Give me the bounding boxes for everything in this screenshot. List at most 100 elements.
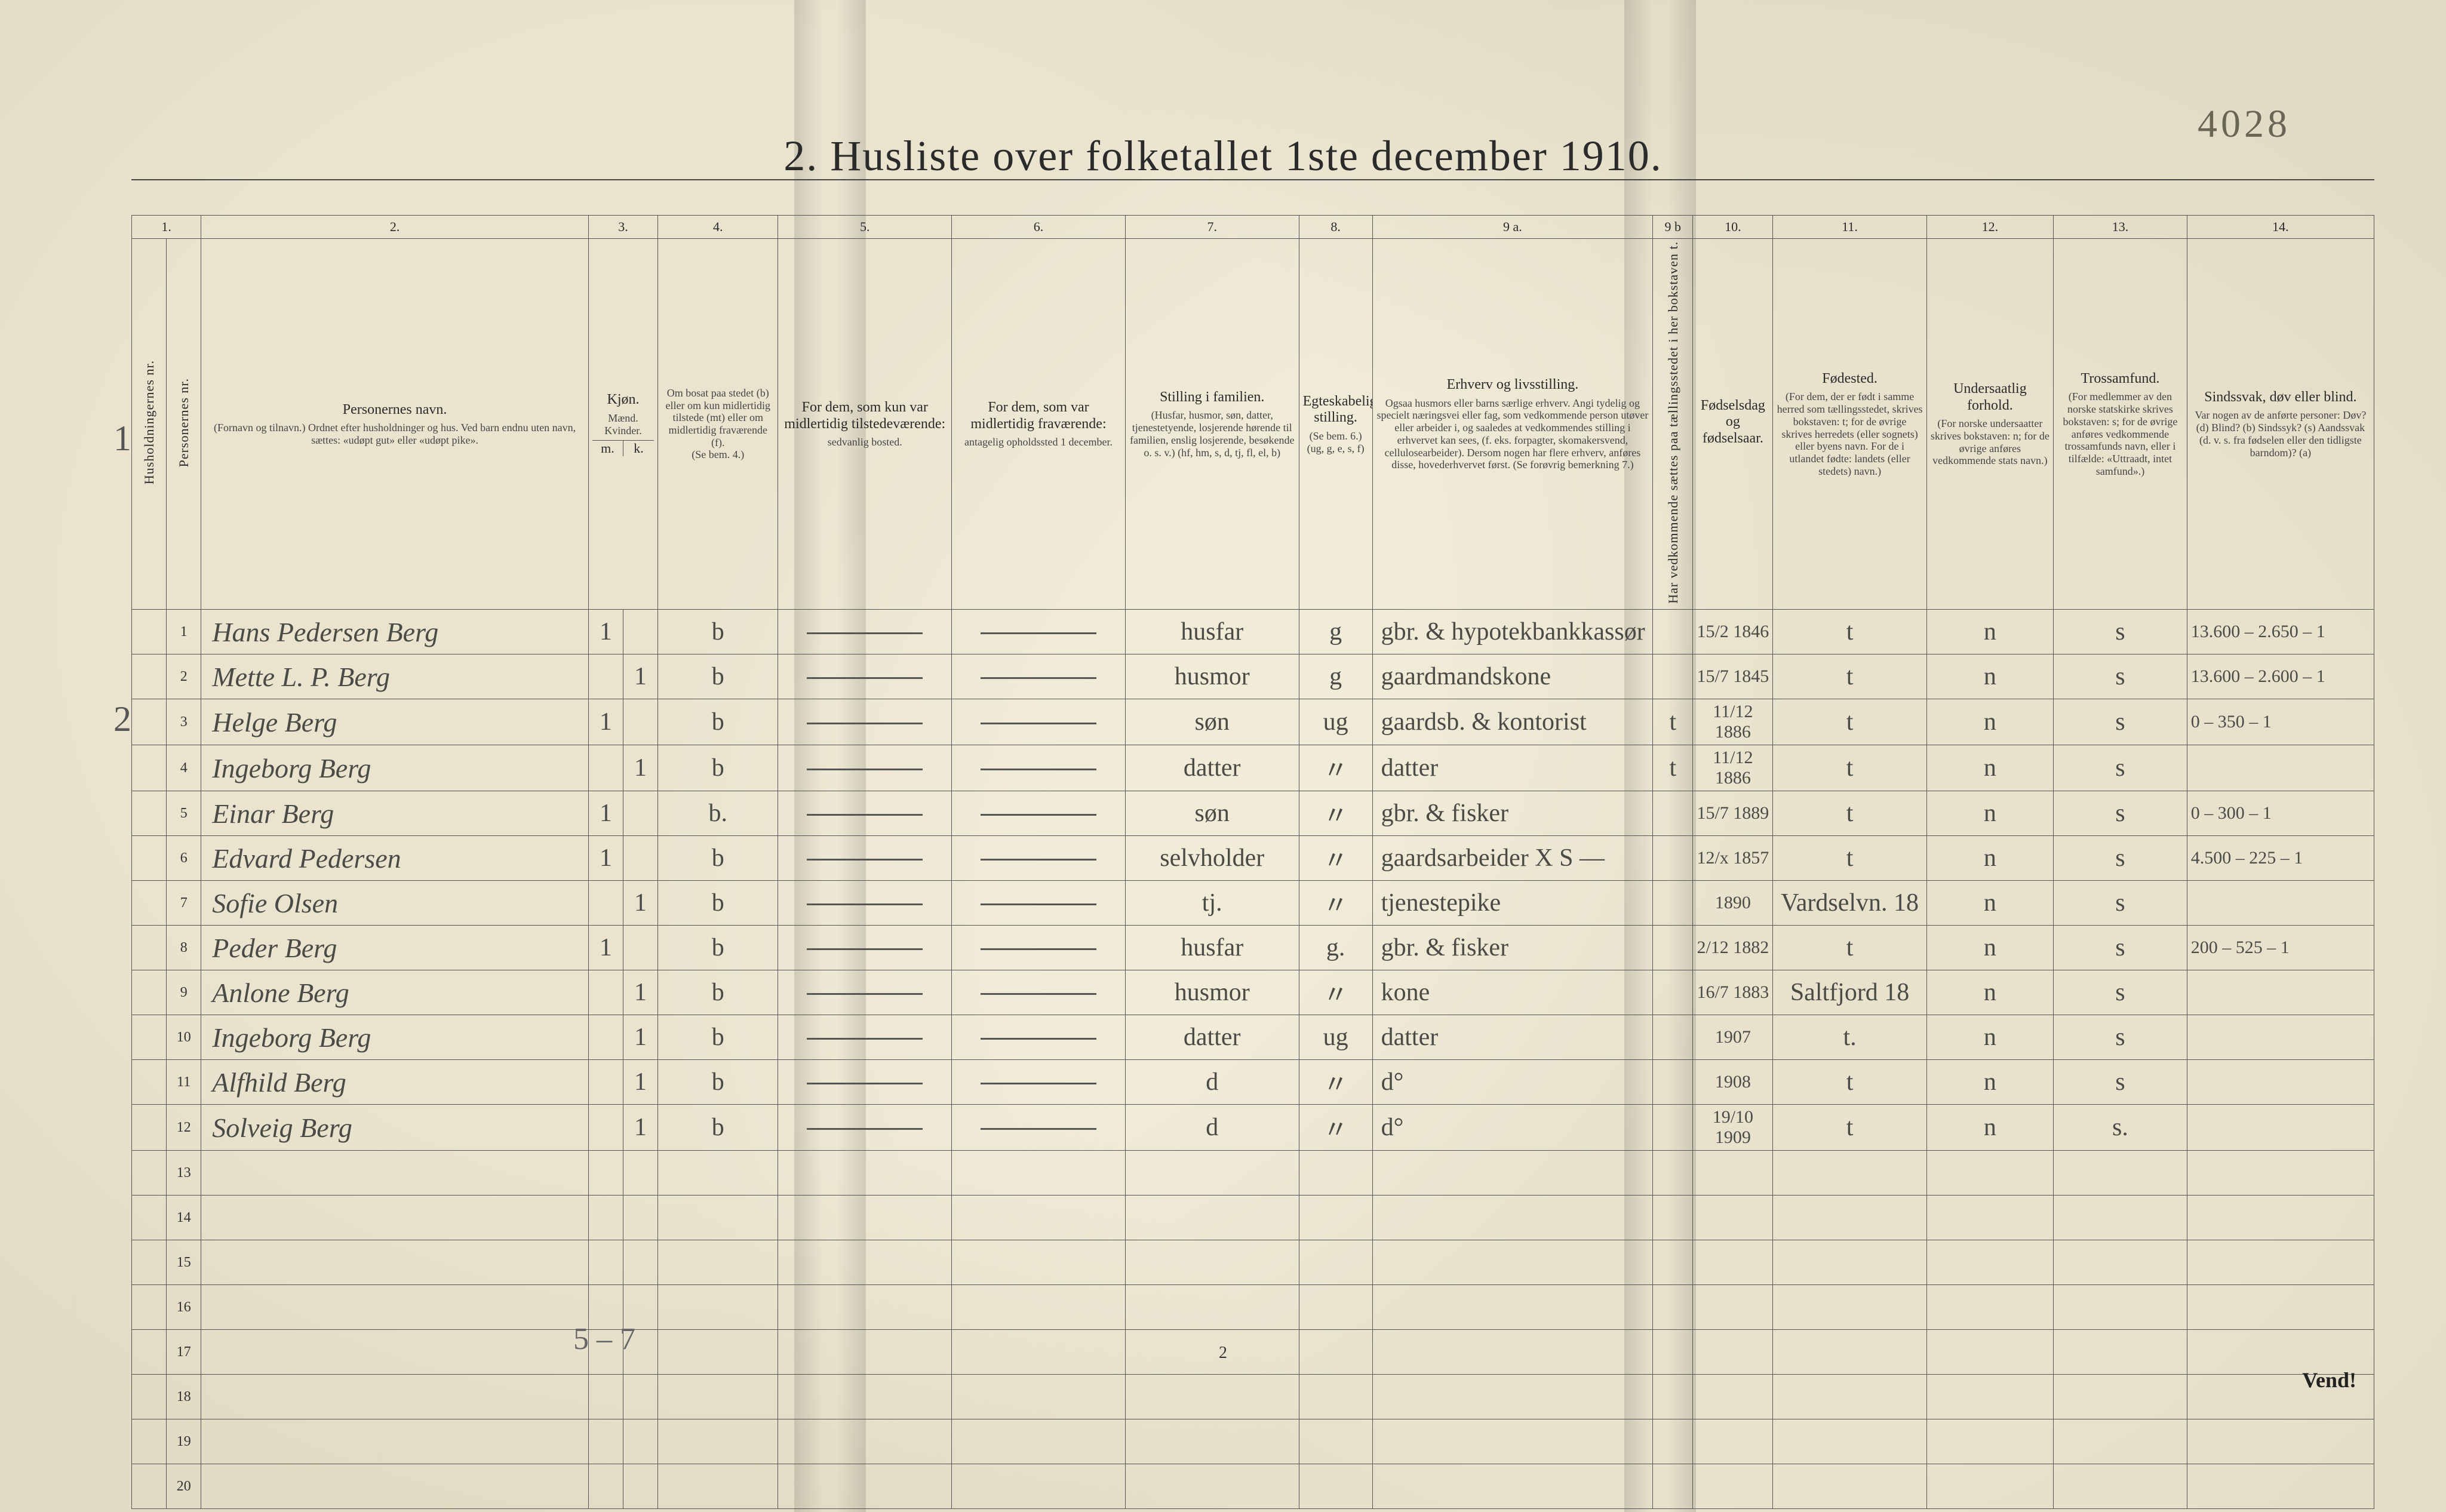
table-row-blank: 17: [132, 1330, 2374, 1375]
cell-blank: 19: [167, 1419, 201, 1464]
data-sheet: 1. 2. 3. 4. 5. 6. 7. 8. 9 a. 9 b 10. 11.…: [131, 215, 2374, 1333]
cell-person-no: 8: [167, 926, 201, 970]
cell-blank: [201, 1330, 589, 1375]
cell-blank: [201, 1240, 589, 1285]
cell-name: Solveig Berg: [201, 1105, 589, 1151]
cell-blank: [623, 1464, 657, 1509]
cell-marital: 〃: [1299, 836, 1372, 881]
cell-birth: 11/12 1886: [1693, 699, 1773, 745]
cell-9b: [1653, 836, 1693, 881]
cell-birth: 15/2 1846: [1693, 610, 1773, 654]
cell-name: Helge Berg: [201, 699, 589, 745]
cell-blank: [1653, 1196, 1693, 1240]
cell-birthplace: t: [1773, 836, 1926, 881]
cell-religion: s: [2054, 836, 2187, 881]
cell-name: Sofie Olsen: [201, 881, 589, 926]
cell-religion: s: [2054, 610, 2187, 654]
cell-blank: [1299, 1240, 1372, 1285]
cell-birth: 2/12 1882: [1693, 926, 1773, 970]
page-title: 2. Husliste over folketallet 1ste decemb…: [0, 131, 2446, 181]
cell-blank: [1653, 1419, 1693, 1464]
cell-person-no: 4: [167, 745, 201, 791]
hdr-citizenship: Undersaatlig forhold. (For norske unders…: [1926, 239, 2053, 610]
cell-citizenship: n: [1926, 970, 2053, 1015]
cell-name: Peder Berg: [201, 926, 589, 970]
cell-blank: [2054, 1285, 2187, 1330]
table-row: 9Anlone Berg1bhusmor〃kone16/7 1883Saltfj…: [132, 970, 2374, 1015]
cell-religion: s: [2054, 1015, 2187, 1060]
cell-occupation: kone: [1372, 970, 1653, 1015]
cell-religion: s.: [2054, 1105, 2187, 1151]
cell-temp-absent: [952, 926, 1126, 970]
table-row: 4Ingeborg Berg1bdatter〃dattert11/12 1886…: [132, 745, 2374, 791]
cell-blank: [952, 1330, 1126, 1375]
cell-blank: [588, 1196, 623, 1240]
cell-9b: [1653, 1060, 1693, 1105]
table-row-blank: 18: [132, 1375, 2374, 1419]
cell-blank: [2054, 1375, 2187, 1419]
cell-household-no: [132, 1105, 167, 1151]
household-mark: 2: [113, 699, 131, 740]
hdr-marital: Egteskabelig stilling. (Se bem. 6.) (ug,…: [1299, 239, 1372, 610]
cell-religion: s: [2054, 791, 2187, 836]
cell-blank: [1372, 1151, 1653, 1196]
cell-blank: [1299, 1419, 1372, 1464]
cell-occupation: gbr. & hypotekbankkassør: [1372, 610, 1653, 654]
cell-blank: [1773, 1464, 1926, 1509]
table-row: 6Edvard Pedersen1bselvholder〃gaardsarbei…: [132, 836, 2374, 881]
cell-birth: 1908: [1693, 1060, 1773, 1105]
cell-blank: 15: [167, 1240, 201, 1285]
cell-citizenship: n: [1926, 791, 2053, 836]
cell-marital: 〃: [1299, 970, 1372, 1015]
cell-blank: [1299, 1196, 1372, 1240]
cell-occupation: gaardsb. & kontorist: [1372, 699, 1653, 745]
cell-temp-absent: [952, 1060, 1126, 1105]
hdr-person-no: Personernes nr.: [167, 239, 201, 610]
cell-temp-absent: [952, 836, 1126, 881]
cell-household-no: [132, 699, 167, 745]
cell-name: Hans Pedersen Berg: [201, 610, 589, 654]
cell-citizenship: n: [1926, 881, 2053, 926]
cell-household-no: [132, 791, 167, 836]
cell-blank: [1773, 1240, 1926, 1285]
cell-blank: [1693, 1196, 1773, 1240]
colnum-4: 4.: [658, 216, 778, 239]
cell-religion: s: [2054, 654, 2187, 699]
cell-blank: [201, 1196, 589, 1240]
cell-9b: t: [1653, 745, 1693, 791]
cell-citizenship: n: [1926, 745, 2053, 791]
cell-temp-absent: [952, 881, 1126, 926]
cell-birth: 1890: [1693, 881, 1773, 926]
cell-occupation: gbr. & fisker: [1372, 926, 1653, 970]
cell-person-no: 1: [167, 610, 201, 654]
cell-sex-m: [588, 745, 623, 791]
cell-blank: [2187, 1464, 2374, 1509]
cell-blank: [132, 1240, 167, 1285]
cell-family-pos: søn: [1125, 699, 1299, 745]
cell-family-pos: selvholder: [1125, 836, 1299, 881]
cell-blank: [1299, 1330, 1372, 1375]
cell-temp-absent: [952, 610, 1126, 654]
colnum-14: 14.: [2187, 216, 2374, 239]
cell-blank: [1693, 1151, 1773, 1196]
cell-blank: [201, 1285, 589, 1330]
cell-person-no: 12: [167, 1105, 201, 1151]
cell-marital: ug: [1299, 699, 1372, 745]
cell-blank: [2187, 1240, 2374, 1285]
colnum-9a: 9 a.: [1372, 216, 1653, 239]
cell-blank: [201, 1419, 589, 1464]
cell-blank: [1773, 1330, 1926, 1375]
cell-blank: [952, 1196, 1126, 1240]
cell-residence: b: [658, 1060, 778, 1105]
cell-9b: [1653, 881, 1693, 926]
cell-blank: [1773, 1285, 1926, 1330]
cell-blank: [1693, 1419, 1773, 1464]
cell-birth: 12/x 1857: [1693, 836, 1773, 881]
cell-blank: [1372, 1419, 1653, 1464]
cell-temp-present: [778, 791, 952, 836]
cell-household-no: [132, 1015, 167, 1060]
cell-marital: 〃: [1299, 1105, 1372, 1151]
cell-birth: 11/12 1886: [1693, 745, 1773, 791]
cell-blank: [1125, 1240, 1299, 1285]
turn-over-label: Vend!: [2302, 1367, 2356, 1393]
